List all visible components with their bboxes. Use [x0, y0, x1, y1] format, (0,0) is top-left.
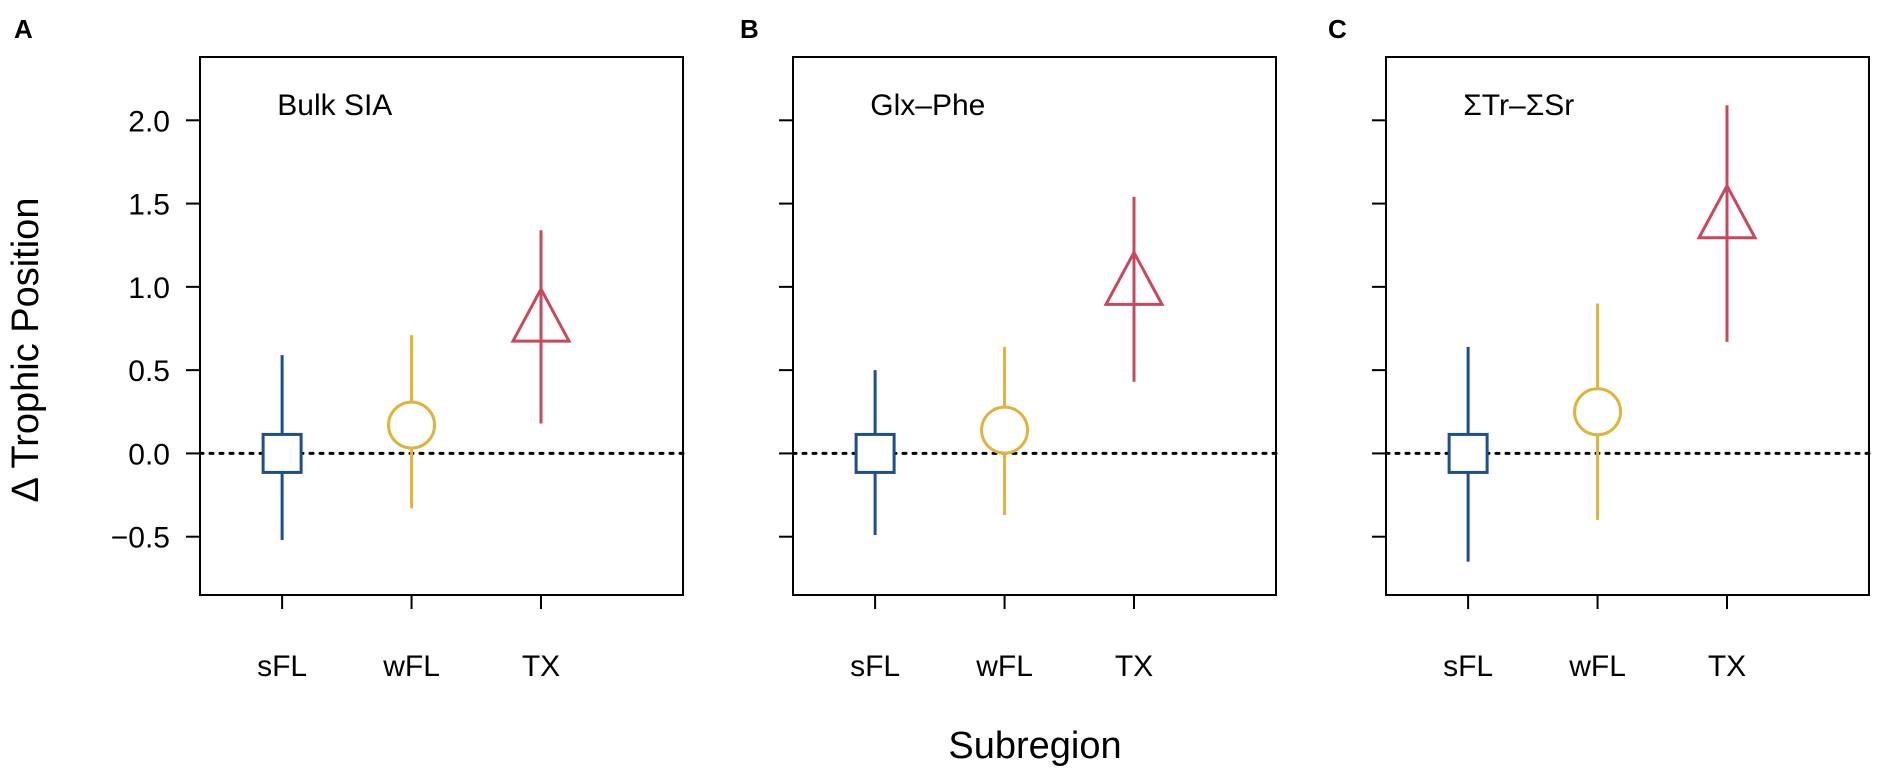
x-tick-label: TX [522, 650, 560, 683]
y-tick-label: 0.5 [128, 355, 170, 388]
panels: A Bulk SIA −0.5 0.0 0.5 1.0 1.5 2.0 sFL wFL TX B Glx… [14, 14, 1871, 683]
marker-circle-wfl [387, 400, 437, 450]
x-tick-label: sFL [1443, 650, 1493, 683]
y-axis-title: Δ Trophic Position [5, 198, 47, 503]
x-tick-label: TX [1708, 650, 1746, 683]
panel-letter: B [740, 14, 759, 44]
x-tick-label: sFL [257, 650, 307, 683]
marker-square-sfl [1447, 432, 1489, 474]
panel-a: A Bulk SIA −0.5 0.0 0.5 1.0 1.5 2.0 sFL wFL TX [14, 14, 685, 683]
marker-triangle-tx [1696, 182, 1758, 240]
plot-frame [792, 56, 1277, 596]
x-axis-title: Subregion [948, 725, 1121, 767]
panel-b: B Glx–Phe sFL wFL TX [740, 14, 1278, 683]
x-tick-label: TX [1115, 650, 1153, 683]
x-tick-label: wFL [975, 650, 1033, 683]
panel-letter: C [1328, 14, 1347, 44]
panel-method-label: Glx–Phe [870, 89, 985, 122]
plot-frame [1385, 56, 1870, 596]
marker-circle-wfl [980, 405, 1030, 455]
marker-triangle-tx [510, 285, 572, 343]
y-tick-label: 0.0 [128, 438, 170, 471]
marker-triangle-tx [1103, 249, 1165, 306]
y-tick-label: 1.0 [128, 272, 170, 305]
panel-letter: A [14, 14, 33, 44]
plot-frame [199, 56, 684, 596]
marker-square-sfl [854, 432, 896, 474]
marker-circle-wfl [1573, 387, 1623, 437]
x-tick-label: sFL [850, 650, 900, 683]
y-tick-label: 2.0 [128, 105, 170, 138]
marker-square-sfl [261, 432, 303, 474]
panel-method-label: Bulk SIA [277, 89, 392, 122]
panel-method-label: ΣTr–ΣSr [1463, 89, 1574, 122]
panel-c: C ΣTr–ΣSr sFL wFL TX [1328, 14, 1871, 683]
y-tick-label: 1.5 [128, 189, 170, 222]
x-tick-label: wFL [1568, 650, 1626, 683]
y-tick-label: −0.5 [111, 522, 170, 555]
x-tick-label: wFL [382, 650, 440, 683]
